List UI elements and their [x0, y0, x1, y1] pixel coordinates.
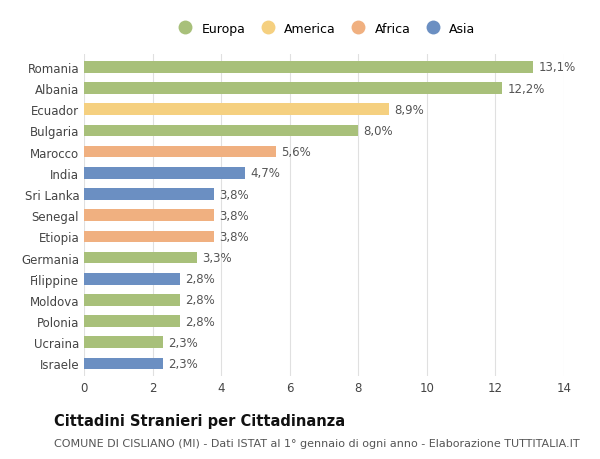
- Legend: Europa, America, Africa, Asia: Europa, America, Africa, Asia: [173, 23, 475, 36]
- Bar: [84, 252, 197, 264]
- Bar: [84, 337, 163, 348]
- Text: 2,3%: 2,3%: [168, 336, 198, 349]
- Text: 2,8%: 2,8%: [185, 273, 215, 285]
- Text: 13,1%: 13,1%: [538, 62, 575, 74]
- Bar: [84, 62, 533, 73]
- Text: 2,8%: 2,8%: [185, 294, 215, 307]
- Text: 2,3%: 2,3%: [168, 357, 198, 370]
- Bar: [84, 125, 358, 137]
- Bar: [84, 295, 180, 306]
- Text: 5,6%: 5,6%: [281, 146, 311, 159]
- Bar: [84, 358, 163, 369]
- Text: 8,9%: 8,9%: [394, 104, 424, 117]
- Text: 3,3%: 3,3%: [202, 252, 232, 264]
- Bar: [84, 231, 214, 243]
- Text: 12,2%: 12,2%: [508, 83, 545, 95]
- Text: 3,8%: 3,8%: [220, 188, 249, 201]
- Bar: [84, 316, 180, 327]
- Bar: [84, 83, 502, 95]
- Bar: [84, 146, 276, 158]
- Text: COMUNE DI CISLIANO (MI) - Dati ISTAT al 1° gennaio di ogni anno - Elaborazione T: COMUNE DI CISLIANO (MI) - Dati ISTAT al …: [54, 438, 580, 448]
- Text: 3,8%: 3,8%: [220, 230, 249, 243]
- Text: 8,0%: 8,0%: [364, 125, 393, 138]
- Text: 4,7%: 4,7%: [250, 167, 280, 180]
- Text: 2,8%: 2,8%: [185, 315, 215, 328]
- Text: Cittadini Stranieri per Cittadinanza: Cittadini Stranieri per Cittadinanza: [54, 413, 345, 428]
- Bar: [84, 273, 180, 285]
- Text: 3,8%: 3,8%: [220, 209, 249, 222]
- Bar: [84, 104, 389, 116]
- Bar: [84, 168, 245, 179]
- Bar: [84, 189, 214, 201]
- Bar: [84, 210, 214, 222]
